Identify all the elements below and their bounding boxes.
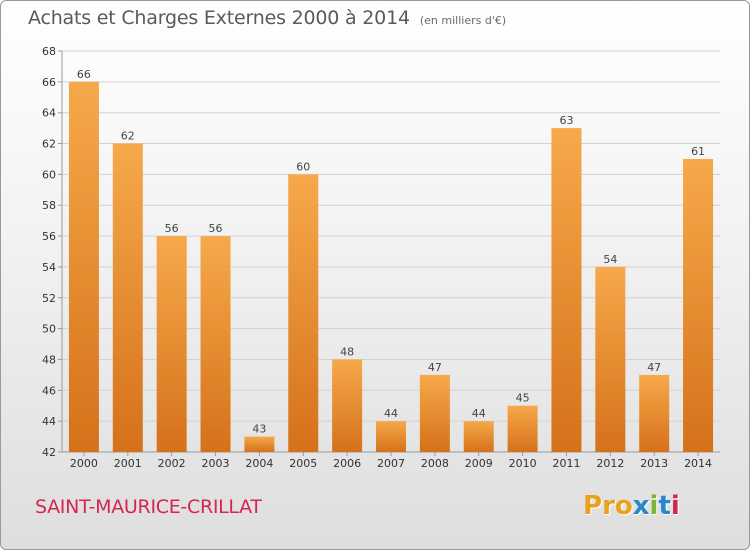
y-tick-label: 50 <box>42 323 56 336</box>
y-tick-label: 68 <box>42 45 56 58</box>
brand-letter: t <box>658 491 671 521</box>
brand-letter: o <box>614 491 633 521</box>
bar-2000 <box>68 81 99 452</box>
value-label-2001: 62 <box>121 130 135 143</box>
bar-2004 <box>244 436 275 452</box>
x-tick-label-2003: 2003 <box>202 457 230 470</box>
bar-2009 <box>463 421 494 452</box>
proxiti-logo[interactable]: Proxiti <box>583 491 680 521</box>
bar-2014 <box>683 158 714 452</box>
x-tick-label-2001: 2001 <box>114 457 142 470</box>
value-label-2000: 66 <box>77 68 91 81</box>
brand-letter: x <box>632 491 650 521</box>
brand-letter: P <box>583 491 603 521</box>
chart-header: Achats et Charges Externes 2000 à 2014 (e… <box>28 7 506 29</box>
y-tick-label: 44 <box>42 415 56 428</box>
value-label-2004: 43 <box>252 423 266 436</box>
value-label-2009: 44 <box>472 407 486 420</box>
brand-letter: i <box>670 491 680 521</box>
x-tick-label-2002: 2002 <box>158 457 186 470</box>
bar-2007 <box>376 421 406 452</box>
commune-name: SAINT-MAURICE-CRILLAT <box>35 496 262 518</box>
x-tick-label-2005: 2005 <box>289 457 317 470</box>
x-tick-label-2014: 2014 <box>684 457 712 470</box>
value-label-2006: 48 <box>340 345 354 358</box>
value-label-2012: 54 <box>603 253 617 266</box>
y-tick-label: 60 <box>42 168 56 181</box>
bar-2005 <box>288 174 319 452</box>
value-label-2003: 56 <box>209 222 223 235</box>
bar-2003 <box>200 236 231 452</box>
y-tick-label: 56 <box>42 230 56 243</box>
value-label-2005: 60 <box>296 160 310 173</box>
x-tick-label-2006: 2006 <box>333 457 361 470</box>
y-tick-label: 42 <box>42 446 56 459</box>
bar-2012 <box>595 266 626 452</box>
x-tick-label-2013: 2013 <box>640 457 668 470</box>
brand-letter: i <box>649 491 659 521</box>
x-tick-label-2012: 2012 <box>596 457 624 470</box>
value-label-2013: 47 <box>647 361 661 374</box>
bars <box>68 81 714 453</box>
bar-2008 <box>419 374 450 452</box>
value-labels: 66 62 56 56 43 60 48 44 47 44 45 63 54 47 61 <box>77 68 705 436</box>
y-tick-label: 48 <box>42 353 56 366</box>
x-tick-label-2007: 2007 <box>377 457 405 470</box>
y-tick-label: 58 <box>42 199 56 212</box>
bar-2010 <box>507 405 538 452</box>
value-label-2010: 45 <box>516 392 530 405</box>
value-label-2014: 61 <box>691 145 705 158</box>
value-label-2002: 56 <box>165 222 179 235</box>
y-tick-label: 66 <box>42 76 56 89</box>
chart-subtitle: (en milliers d'€) <box>419 14 507 27</box>
value-label-2011: 63 <box>559 114 573 127</box>
x-tick-label-2000: 2000 <box>70 457 98 470</box>
bar-2001 <box>112 143 143 453</box>
y-tick-label: 52 <box>42 292 56 305</box>
chart-title: Achats et Charges Externes 2000 à 2014 <box>28 7 410 29</box>
y-tick-label: 64 <box>42 107 56 120</box>
x-tick-label-2008: 2008 <box>421 457 449 470</box>
y-tick-label: 54 <box>42 261 56 274</box>
value-label-2007: 44 <box>384 407 398 420</box>
x-tick-label-2011: 2011 <box>552 457 580 470</box>
bar-2011 <box>551 128 582 452</box>
x-tick-label-2004: 2004 <box>245 457 273 470</box>
x-tick-label-2010: 2010 <box>509 457 537 470</box>
bar-2002 <box>156 236 187 452</box>
bar-2013 <box>639 374 670 452</box>
y-tick-label: 62 <box>42 138 56 151</box>
bar-2006 <box>332 359 363 452</box>
x-tick-label-2009: 2009 <box>465 457 493 470</box>
y-tick-label: 46 <box>42 384 56 397</box>
brand-letter: r <box>602 491 615 521</box>
value-label-2008: 47 <box>428 361 442 374</box>
